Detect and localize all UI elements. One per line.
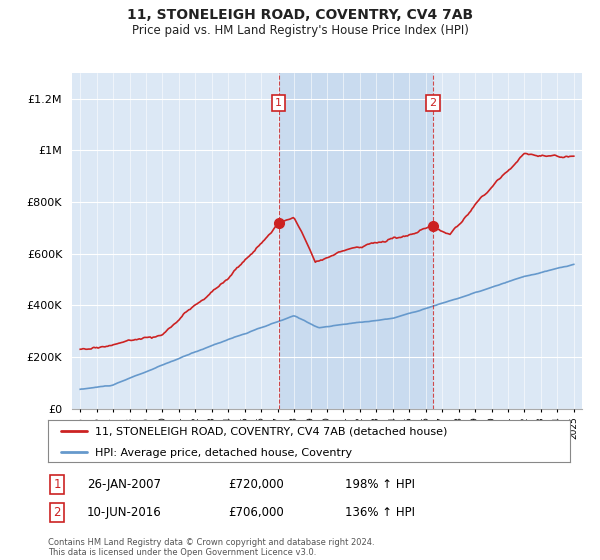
Text: Contains HM Land Registry data © Crown copyright and database right 2024.
This d: Contains HM Land Registry data © Crown c… xyxy=(48,538,374,557)
Text: 1: 1 xyxy=(275,98,282,108)
Text: 2: 2 xyxy=(430,98,437,108)
11, STONELEIGH ROAD, COVENTRY, CV4 7AB (detached house) xyxy=(522,150,529,157)
HPI: Average price, detached house, Coventry: (2e+03, 1.35e+05): Average price, detached house, Coventry:… xyxy=(137,371,145,377)
Text: 2: 2 xyxy=(53,506,61,519)
11, STONELEIGH ROAD, COVENTRY, CV4 7AB (detached house) xyxy=(248,250,256,257)
Text: £706,000: £706,000 xyxy=(228,506,284,519)
Text: 136% ↑ HPI: 136% ↑ HPI xyxy=(345,506,415,519)
Text: 11, STONELEIGH ROAD, COVENTRY, CV4 7AB: 11, STONELEIGH ROAD, COVENTRY, CV4 7AB xyxy=(127,8,473,22)
Text: HPI: Average price, detached house, Coventry: HPI: Average price, detached house, Cove… xyxy=(95,448,352,458)
Line: 11, STONELEIGH ROAD, COVENTRY, CV4 7AB (detached house): 11, STONELEIGH ROAD, COVENTRY, CV4 7AB (… xyxy=(80,153,574,349)
HPI: Average price, detached house, Coventry: (2.01e+03, 3.57e+05): Average price, detached house, Coventry:… xyxy=(292,313,299,320)
Text: 10-JUN-2016: 10-JUN-2016 xyxy=(87,506,162,519)
Text: Price paid vs. HM Land Registry's House Price Index (HPI): Price paid vs. HM Land Registry's House … xyxy=(131,24,469,36)
11, STONELEIGH ROAD, COVENTRY, CV4 7AB (detached house) xyxy=(224,276,231,283)
HPI: Average price, detached house, Coventry: (2.01e+03, 3.01e+05): Average price, detached house, Coventry:… xyxy=(248,328,256,334)
11, STONELEIGH ROAD, COVENTRY, CV4 7AB (detached house) xyxy=(240,258,247,265)
Bar xyxy=(279,73,433,409)
11, STONELEIGH ROAD, COVENTRY, CV4 7AB (detached house) xyxy=(570,153,577,160)
11, STONELEIGH ROAD, COVENTRY, CV4 7AB (detached house) xyxy=(292,218,299,225)
11, STONELEIGH ROAD, COVENTRY, CV4 7AB (detached house) xyxy=(77,346,84,353)
HPI: Average price, detached house, Coventry: (2e+03, 7.55e+04): Average price, detached house, Coventry:… xyxy=(77,386,84,393)
Line: HPI: Average price, detached house, Coventry: HPI: Average price, detached house, Cove… xyxy=(80,264,574,389)
HPI: Average price, detached house, Coventry: (2.02e+03, 5.32e+05): Average price, detached house, Coventry:… xyxy=(542,268,550,274)
Text: 26-JAN-2007: 26-JAN-2007 xyxy=(87,478,161,491)
11, STONELEIGH ROAD, COVENTRY, CV4 7AB (detached house) xyxy=(137,336,145,343)
HPI: Average price, detached house, Coventry: (2e+03, 2.67e+05): Average price, detached house, Coventry:… xyxy=(224,337,231,343)
Text: 198% ↑ HPI: 198% ↑ HPI xyxy=(345,478,415,491)
HPI: Average price, detached house, Coventry: (2e+03, 2.89e+05): Average price, detached house, Coventry:… xyxy=(240,331,247,338)
Text: 11, STONELEIGH ROAD, COVENTRY, CV4 7AB (detached house): 11, STONELEIGH ROAD, COVENTRY, CV4 7AB (… xyxy=(95,427,448,437)
HPI: Average price, detached house, Coventry: (2.02e+03, 5.59e+05): Average price, detached house, Coventry:… xyxy=(570,261,577,268)
Text: 1: 1 xyxy=(53,478,61,491)
Text: £720,000: £720,000 xyxy=(228,478,284,491)
11, STONELEIGH ROAD, COVENTRY, CV4 7AB (detached house) xyxy=(544,153,551,160)
